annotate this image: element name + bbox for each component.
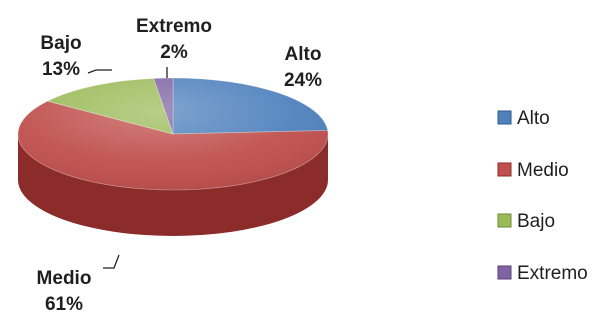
leader-line-medio: [103, 254, 120, 269]
legend-swatch-alto: [497, 110, 512, 125]
legend-swatch-extremo: [497, 265, 512, 280]
data-label-extremo-category: Extremo: [136, 16, 212, 37]
data-label-alto-value: 24%: [284, 70, 322, 91]
data-label-bajo-value: 13%: [42, 59, 80, 80]
pie-sides: [18, 134, 328, 236]
legend-label-bajo: Bajo: [517, 211, 555, 232]
legend-label-medio: Medio: [517, 160, 569, 181]
data-label-extremo-value: 2%: [160, 42, 188, 63]
pie-side-medio: [18, 134, 328, 236]
pie-tops: [17, 77, 329, 191]
legend: Alto Medio Bajo Extremo: [497, 108, 588, 284]
legend-label-extremo: Extremo: [517, 263, 588, 284]
legend-swatch-medio: [497, 162, 512, 177]
data-label-bajo-category: Bajo: [40, 33, 81, 54]
leader-line-bajo: [87, 69, 112, 74]
data-label-medio-category: Medio: [37, 268, 92, 289]
legend-label-alto: Alto: [517, 108, 550, 129]
data-label-medio-value: 61%: [45, 294, 83, 315]
legend-swatch-bajo: [497, 213, 512, 228]
data-label-alto-category: Alto: [285, 44, 322, 65]
